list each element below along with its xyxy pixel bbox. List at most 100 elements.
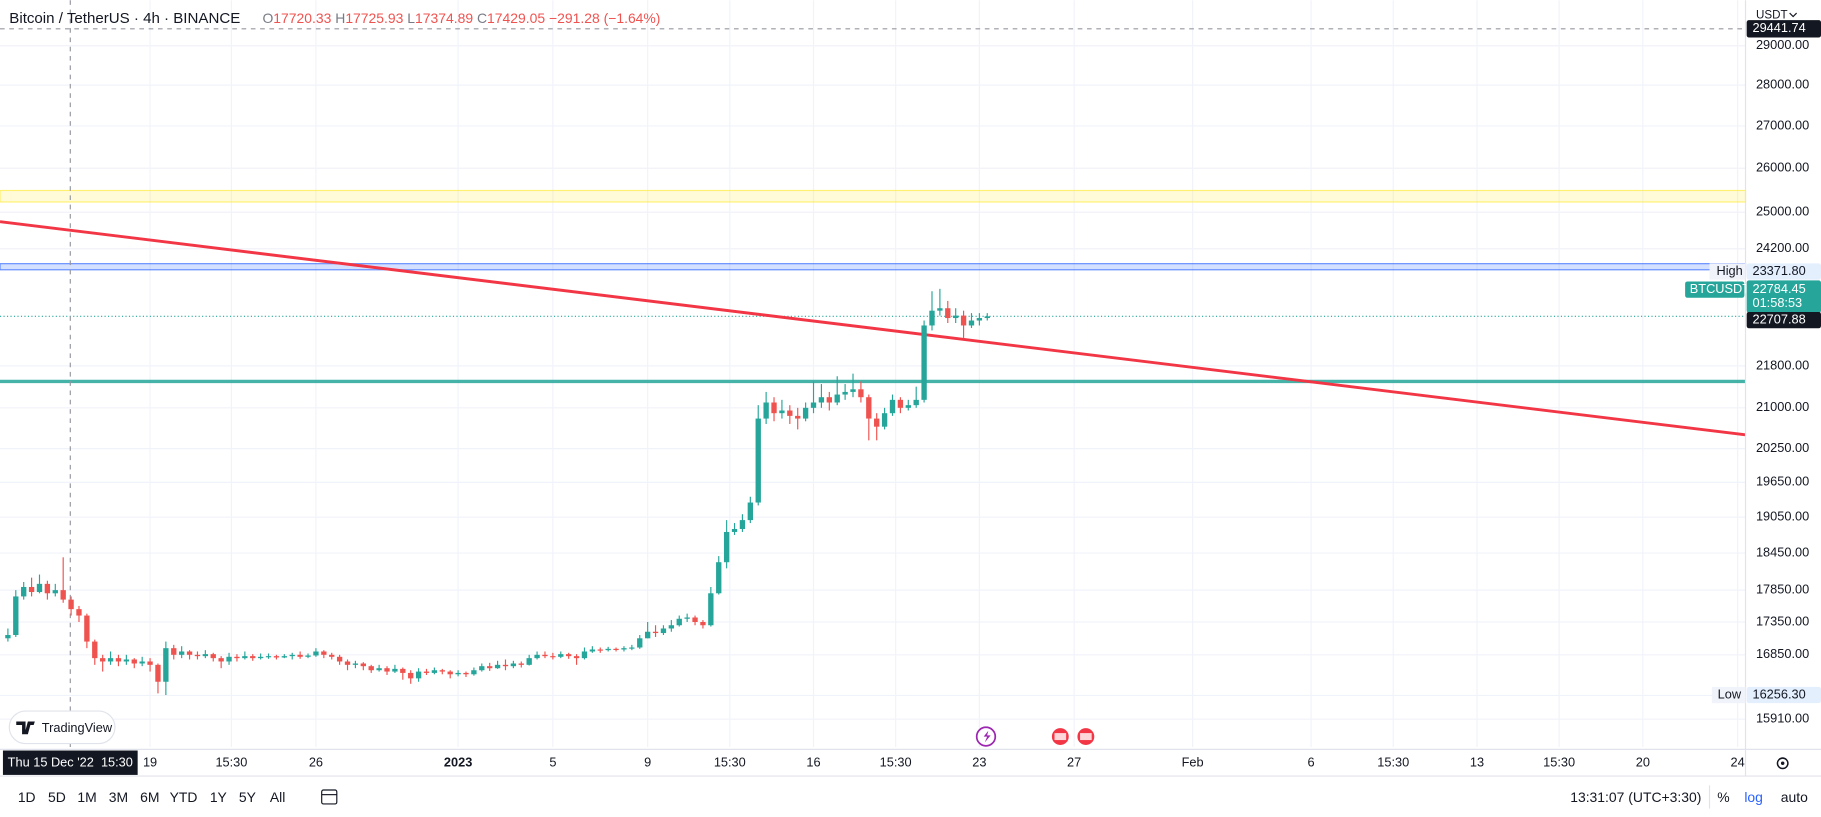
candle-body	[242, 656, 248, 659]
candle	[613, 647, 619, 652]
range-button[interactable]: 6M	[140, 789, 159, 805]
candle	[976, 313, 983, 326]
candle-body	[155, 664, 161, 682]
candle-body	[929, 310, 935, 326]
candle-body	[68, 599, 74, 610]
range-button[interactable]: 1Y	[210, 789, 227, 805]
candle-body	[210, 654, 216, 659]
candle-body	[431, 670, 438, 673]
range-button[interactable]: 3M	[109, 789, 128, 805]
candle	[573, 654, 580, 665]
logo-box	[8, 710, 116, 745]
candle-body	[731, 528, 738, 532]
candle	[163, 641, 169, 696]
candle-body	[881, 413, 888, 427]
candle	[810, 381, 817, 414]
candle	[945, 300, 951, 323]
candle	[76, 605, 82, 623]
candle	[929, 291, 935, 331]
symbol-title: Bitcoin / TetherUS · 4h · BINANCE	[9, 10, 240, 27]
legend-key: O	[262, 10, 273, 26]
candle	[700, 620, 706, 629]
legend-key: L	[407, 10, 415, 26]
y-tick-label: 16850.00	[1756, 646, 1809, 661]
candle-body	[850, 389, 856, 392]
range-button[interactable]: 5D	[48, 789, 66, 805]
currency-select[interactable]: USDT	[1756, 8, 1788, 21]
legend-value: 17374.89	[415, 10, 473, 26]
candle	[771, 397, 777, 422]
dropdown-arrow	[1789, 12, 1798, 18]
candle	[408, 670, 414, 684]
calendar-icon[interactable]	[321, 789, 338, 805]
candle	[36, 574, 43, 594]
candle	[708, 586, 714, 627]
range-button[interactable]: All	[270, 789, 285, 805]
scale-button[interactable]: log	[1744, 789, 1763, 805]
tradingview-logo: TradingView	[8, 710, 116, 745]
candle-body	[755, 418, 761, 503]
low-price-text: 16256.30	[1752, 686, 1805, 701]
candle	[897, 397, 904, 414]
candle	[479, 663, 485, 672]
candle-body	[763, 402, 769, 419]
candle-body	[716, 562, 722, 594]
candle-body	[289, 654, 295, 657]
clock[interactable]: 13:31:07 (UTC+3:30)	[1570, 789, 1701, 805]
candle-body	[13, 596, 19, 636]
candle	[242, 651, 248, 660]
candle	[605, 646, 611, 652]
candle-body	[708, 593, 714, 626]
candle	[795, 407, 801, 430]
candle-body	[100, 658, 106, 662]
ohlc-legend: O17720.33 H17725.93 L17374.89 C17429.05 …	[262, 10, 660, 26]
candle-body	[637, 638, 643, 648]
candle	[360, 662, 366, 671]
candle-body	[313, 651, 319, 656]
candle-body	[344, 661, 351, 665]
candle-body	[605, 648, 611, 651]
price-zone	[0, 263, 1747, 271]
scale-button[interactable]: auto	[1781, 789, 1808, 805]
logo-text: TradingView	[42, 720, 113, 735]
events	[975, 726, 1097, 747]
candle-body	[281, 656, 288, 658]
candle	[400, 667, 406, 680]
range-button[interactable]: 1M	[77, 789, 96, 805]
candle-body	[913, 399, 919, 406]
candle	[739, 514, 746, 532]
candle	[960, 310, 967, 338]
candle-body	[676, 618, 682, 626]
low-label: Low	[1718, 686, 1742, 701]
range-button[interactable]: 5Y	[239, 789, 256, 805]
settings-icon[interactable]	[1776, 757, 1789, 770]
candle	[423, 668, 430, 675]
candle	[731, 523, 738, 535]
candle-body	[581, 651, 588, 659]
candle	[463, 671, 469, 677]
candle-body	[613, 648, 619, 650]
y-tick-label: 27000.00	[1756, 117, 1809, 132]
range-button[interactable]: 1D	[18, 789, 36, 805]
range-button[interactable]: YTD	[170, 789, 198, 805]
candle-body	[305, 655, 311, 657]
candle	[431, 667, 438, 675]
scale-button[interactable]: %	[1717, 789, 1729, 805]
candle-body	[984, 316, 990, 319]
candle	[321, 650, 327, 659]
candle	[526, 654, 532, 666]
candle-body	[487, 666, 493, 669]
event-bolt	[983, 730, 991, 743]
candle	[747, 496, 754, 524]
candle-body	[494, 664, 501, 669]
candle-body	[163, 648, 169, 682]
x-tick-label: 19	[143, 755, 157, 770]
candle-body	[36, 583, 43, 593]
candle-body	[810, 402, 817, 408]
candle-body	[502, 664, 509, 667]
x-tick-label: 2023	[444, 755, 472, 770]
candle-body	[52, 590, 58, 594]
candle	[84, 613, 90, 649]
